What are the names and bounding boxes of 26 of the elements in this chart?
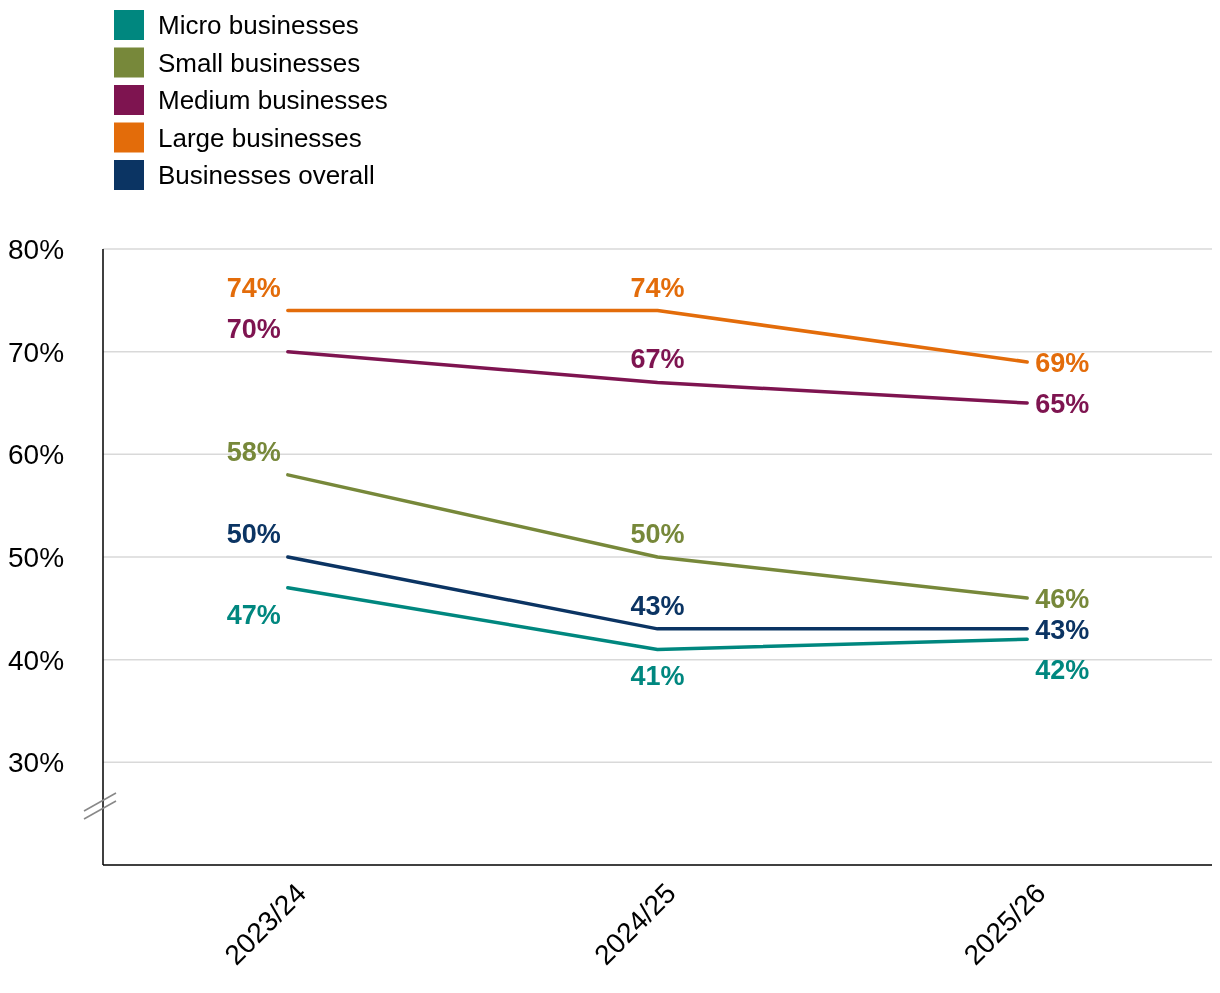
data-label: 47%	[226, 599, 281, 630]
data-label: 43%	[630, 590, 685, 621]
y-tick-label: 40%	[8, 644, 65, 676]
data-label: 74%	[630, 272, 685, 303]
data-label: 74%	[226, 272, 281, 303]
data-label: 58%	[226, 436, 281, 467]
data-label: 65%	[1035, 389, 1090, 419]
y-tick-label: 50%	[8, 542, 65, 573]
data-label: 50%	[630, 519, 685, 549]
legend-label: Businesses overall	[158, 160, 375, 190]
data-label: 67%	[630, 344, 685, 375]
data-label: 43%	[1035, 614, 1090, 645]
legend-label: Micro businesses	[158, 10, 359, 40]
y-tick-label: 70%	[8, 336, 65, 368]
y-tick-label: 30%	[8, 747, 65, 779]
data-label: 70%	[226, 313, 281, 344]
legend-label: Medium businesses	[158, 85, 388, 115]
legend-label: Large businesses	[158, 122, 362, 153]
legend-label: Small businesses	[158, 47, 361, 78]
data-label: 69%	[1035, 347, 1090, 378]
data-label: 41%	[630, 661, 685, 692]
data-label: 42%	[1035, 655, 1090, 686]
data-label: 50%	[226, 519, 281, 549]
y-tick-label: 60%	[8, 439, 65, 471]
y-tick-label: 80%	[8, 234, 65, 265]
data-label: 46%	[1035, 584, 1090, 615]
